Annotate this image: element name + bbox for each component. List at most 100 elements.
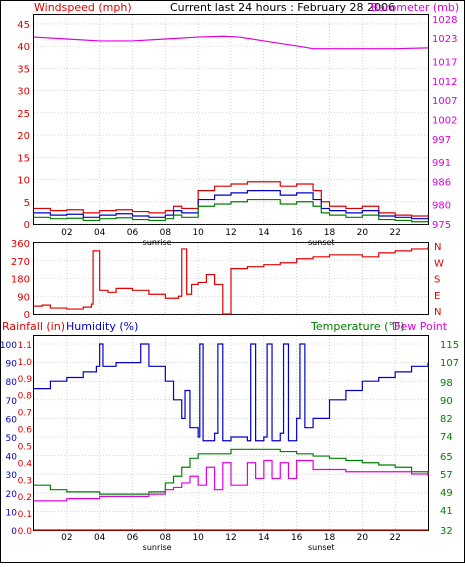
sunset-marker-label: sunset (308, 238, 335, 247)
dewpoint-line (34, 459, 429, 502)
barometer-tick-label: 991 (432, 158, 451, 169)
windspeed-tick-label: 30 (17, 87, 30, 98)
rainfall-tick-label: 0.3 (18, 476, 32, 486)
compass-tick-label: S (434, 275, 440, 286)
humidity-tick-label: 90 (6, 360, 18, 370)
temperature-tick-label: 74 (440, 432, 453, 443)
barometer-tick-label: 975 (432, 220, 451, 231)
x-tick-label: 20 (357, 228, 369, 238)
humidity-tick-label: 60 (6, 415, 18, 425)
compass-tick-label: W (434, 258, 444, 269)
wind-line-blue (34, 190, 429, 220)
wind-baro-panel (33, 14, 429, 225)
compass-tick-label: N (434, 307, 441, 318)
compass-tick-label: E (434, 291, 440, 302)
temperature-line (34, 448, 429, 495)
barometer-line (33, 35, 429, 50)
temperature-tick-label: 32 (440, 526, 453, 537)
barometer-tick-label: 1023 (432, 34, 457, 45)
x-tick-label: 10 (192, 533, 204, 543)
barometer-tick-label: 997 (432, 135, 451, 146)
temperature-tick-label: 82 (440, 414, 453, 425)
chart-title: Current last 24 hours : February 28 2006 (170, 1, 395, 14)
x-tick-label: 02 (61, 228, 72, 238)
windspeed-tick-label: 10 (17, 176, 30, 187)
humidity-tick-label: 0 (11, 527, 17, 537)
temperature-tick-label: 90 (440, 396, 453, 407)
sunrise-marker-label: sunrise (143, 543, 172, 552)
temperature-tick-label: 41 (440, 506, 453, 517)
temperature-tick-label: 65 (440, 452, 453, 463)
x-tick-label: 22 (389, 228, 400, 238)
humidity-line (34, 343, 429, 442)
temperature-tick-label: 115 (440, 340, 459, 351)
x-tick-label: 08 (160, 533, 172, 543)
temperature-tick-label: 107 (440, 358, 459, 369)
windspeed-tick-label: 35 (17, 64, 30, 75)
direction-tick-label: 180 (11, 275, 30, 286)
x-tick-label: 20 (357, 533, 369, 543)
rainfall-tick-label: 0.2 (18, 493, 32, 503)
x-tick-label: 14 (258, 228, 270, 238)
rainfall-tick-label: 0.4 (18, 459, 33, 469)
temperature-axis-label: Temperature (°F) (310, 320, 405, 333)
sunrise-marker-label: sunrise (143, 238, 172, 247)
humidity-axis-label: Humidity (%) (66, 320, 138, 333)
windspeed-axis-label: Windspeed (mph) (34, 1, 132, 14)
x-tick-label: 02 (61, 533, 72, 543)
windspeed-tick-label: 5 (24, 198, 30, 209)
temperature-tick-label: 49 (440, 488, 453, 499)
x-tick-label: 08 (160, 228, 172, 238)
x-tick-label: 06 (127, 533, 139, 543)
barometer-tick-label: 1012 (432, 77, 457, 88)
rainfall-tick-label: 0.8 (18, 392, 33, 402)
barometer-tick-label: 1017 (432, 57, 457, 68)
barometer-tick-label: 1002 (432, 116, 457, 127)
x-tick-label: 22 (389, 533, 400, 543)
rainfall-tick-label: 0.0 (18, 527, 33, 537)
rainfall-tick-label: 0.9 (18, 375, 33, 385)
direction-tick-label: 90 (17, 292, 30, 303)
humidity-tick-label: 70 (6, 397, 18, 407)
barometer-tick-label: 1028 (432, 15, 457, 26)
x-tick-label: 06 (127, 228, 139, 238)
humidity-tick-label: 100 (0, 341, 17, 351)
rainfall-tick-label: 0.1 (18, 510, 32, 520)
humidity-tick-label: 40 (6, 453, 18, 463)
wind-line-red (34, 181, 429, 217)
x-tick-label: 10 (192, 228, 204, 238)
x-tick-label: 12 (225, 533, 236, 543)
rainfall-tick-label: 0.6 (18, 426, 33, 436)
x-tick-label: 12 (225, 228, 236, 238)
humidity-tick-label: 50 (6, 434, 18, 444)
barometer-tick-label: 980 (432, 201, 451, 212)
x-tick-label: 18 (324, 228, 336, 238)
barometer-tick-label: 1007 (432, 96, 457, 107)
rainfall-tick-label: 1.1 (18, 341, 32, 351)
x-tick-label: 14 (258, 533, 270, 543)
humidity-tick-label: 10 (6, 508, 18, 518)
direction-tick-label: 360 (11, 239, 30, 250)
windspeed-tick-label: 45 (17, 20, 30, 31)
compass-tick-label: N (434, 242, 441, 253)
x-tick-label: 16 (291, 228, 303, 238)
windspeed-tick-label: 20 (17, 131, 30, 142)
x-tick-label: 16 (291, 533, 303, 543)
windspeed-tick-label: 15 (17, 153, 30, 164)
x-tick-label: 04 (94, 228, 106, 238)
rainfall-tick-label: 0.5 (18, 442, 32, 452)
temperature-tick-label: 98 (440, 378, 453, 389)
direction-tick-label: 270 (11, 257, 30, 268)
x-tick-label: 18 (324, 533, 336, 543)
direction-tick-label: 0 (24, 310, 30, 321)
rainfall-tick-label: 1.0 (18, 358, 33, 368)
wind-line-green (34, 198, 429, 223)
wind-direction-line (34, 246, 429, 315)
rainfall-tick-label: 0.7 (18, 409, 32, 419)
barometer-tick-label: 986 (432, 177, 451, 188)
dewpoint-axis-label: Dew Point (392, 320, 448, 333)
x-tick-label: 04 (94, 533, 106, 543)
